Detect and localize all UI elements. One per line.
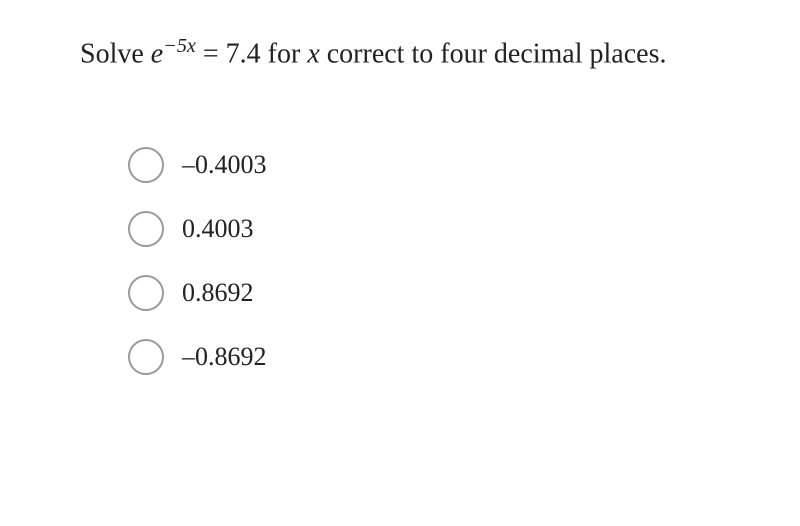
- question-prefix: Solve: [80, 38, 151, 69]
- radio-circle-icon[interactable]: [128, 147, 164, 183]
- option-row[interactable]: 0.4003: [128, 211, 720, 247]
- options-group: –0.4003 0.4003 0.8692 –0.8692: [80, 147, 720, 375]
- question-variable: x: [307, 38, 319, 69]
- option-row[interactable]: –0.8692: [128, 339, 720, 375]
- radio-circle-icon[interactable]: [128, 339, 164, 375]
- option-label: –0.8692: [182, 342, 267, 372]
- option-row[interactable]: 0.8692: [128, 275, 720, 311]
- option-label: –0.4003: [182, 150, 267, 180]
- question-exponent: −5x: [163, 35, 196, 57]
- question-base: e: [151, 38, 163, 69]
- option-row[interactable]: –0.4003: [128, 147, 720, 183]
- radio-circle-icon[interactable]: [128, 275, 164, 311]
- question-suffix: correct to four decimal places.: [320, 38, 667, 69]
- question-text: Solve e−5x = 7.4 for x correct to four d…: [80, 30, 720, 77]
- question-middle: = 7.4 for: [196, 38, 307, 69]
- option-label: 0.8692: [182, 278, 254, 308]
- option-label: 0.4003: [182, 214, 254, 244]
- radio-circle-icon[interactable]: [128, 211, 164, 247]
